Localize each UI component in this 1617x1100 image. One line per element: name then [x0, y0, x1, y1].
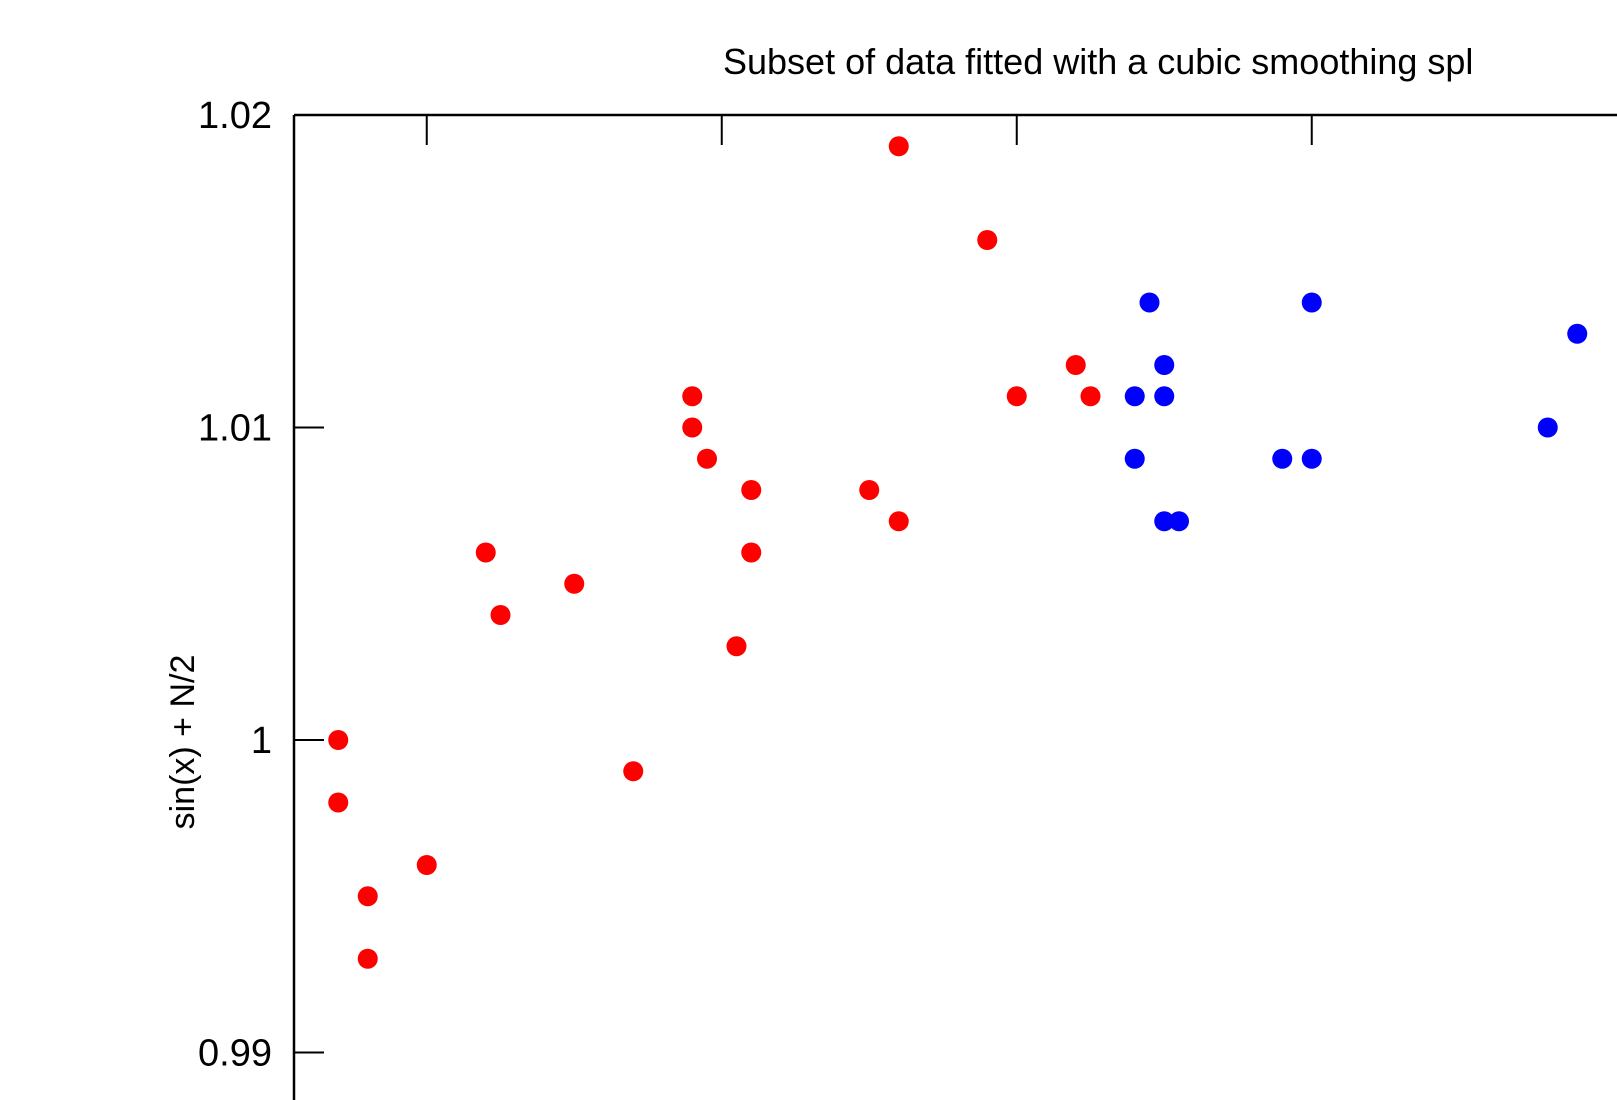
data-point-series-1	[564, 573, 585, 594]
y-tick-label: 1	[251, 720, 272, 762]
data-point-series-1	[357, 886, 378, 907]
x-ticks	[425, 115, 1313, 145]
y-ticks: 1.02 1.01 1 0.99	[198, 95, 324, 1075]
data-point-series-1	[859, 480, 880, 500]
data-point-series-1	[1080, 386, 1101, 407]
data-point-series-2	[1139, 292, 1160, 313]
data-point-series-2	[1154, 511, 1175, 532]
data-point-series-1	[1065, 355, 1086, 375]
data-point-series-1	[888, 511, 909, 532]
data-point-series-1	[697, 448, 717, 469]
data-point-series-2	[1154, 355, 1175, 375]
data-point-series-2	[1154, 386, 1175, 407]
y-tick-label: 1.01	[198, 408, 272, 450]
data-point-series-2	[1124, 448, 1145, 469]
data-point-series-1	[741, 542, 762, 563]
data-point-series-1	[623, 761, 644, 782]
y-tick-label: 0.99	[198, 1033, 272, 1075]
data-point-series-1	[682, 386, 703, 407]
chart-title: Subset of data fitted with a cubic smoot…	[723, 41, 1473, 82]
data-point-series-2	[1169, 511, 1189, 532]
data-point-series-1	[726, 636, 747, 657]
data-point-series-1	[888, 136, 909, 157]
data-point-series-1	[357, 948, 378, 969]
data-point-series-1	[1006, 386, 1027, 407]
data-point-series-1	[475, 542, 496, 563]
data-point-series-1	[741, 480, 762, 500]
data-point-series-2	[1301, 292, 1322, 313]
data-point-series-1	[416, 855, 437, 875]
data-point-series-1	[328, 792, 349, 813]
data-point-series-1	[682, 417, 703, 438]
data-point-series-1	[328, 730, 349, 750]
data-point-series-2	[1567, 323, 1588, 344]
y-axis-label: sin(x) + N/2	[164, 655, 202, 830]
y-tick-label: 1.02	[198, 95, 272, 137]
data-point-series-1	[977, 230, 998, 250]
data-point-series-2	[1124, 386, 1145, 407]
data-points	[328, 136, 1588, 969]
data-point-series-2	[1272, 448, 1293, 469]
data-point-series-2	[1301, 448, 1322, 469]
data-point-series-2	[1537, 417, 1558, 438]
data-point-series-1	[490, 605, 511, 625]
